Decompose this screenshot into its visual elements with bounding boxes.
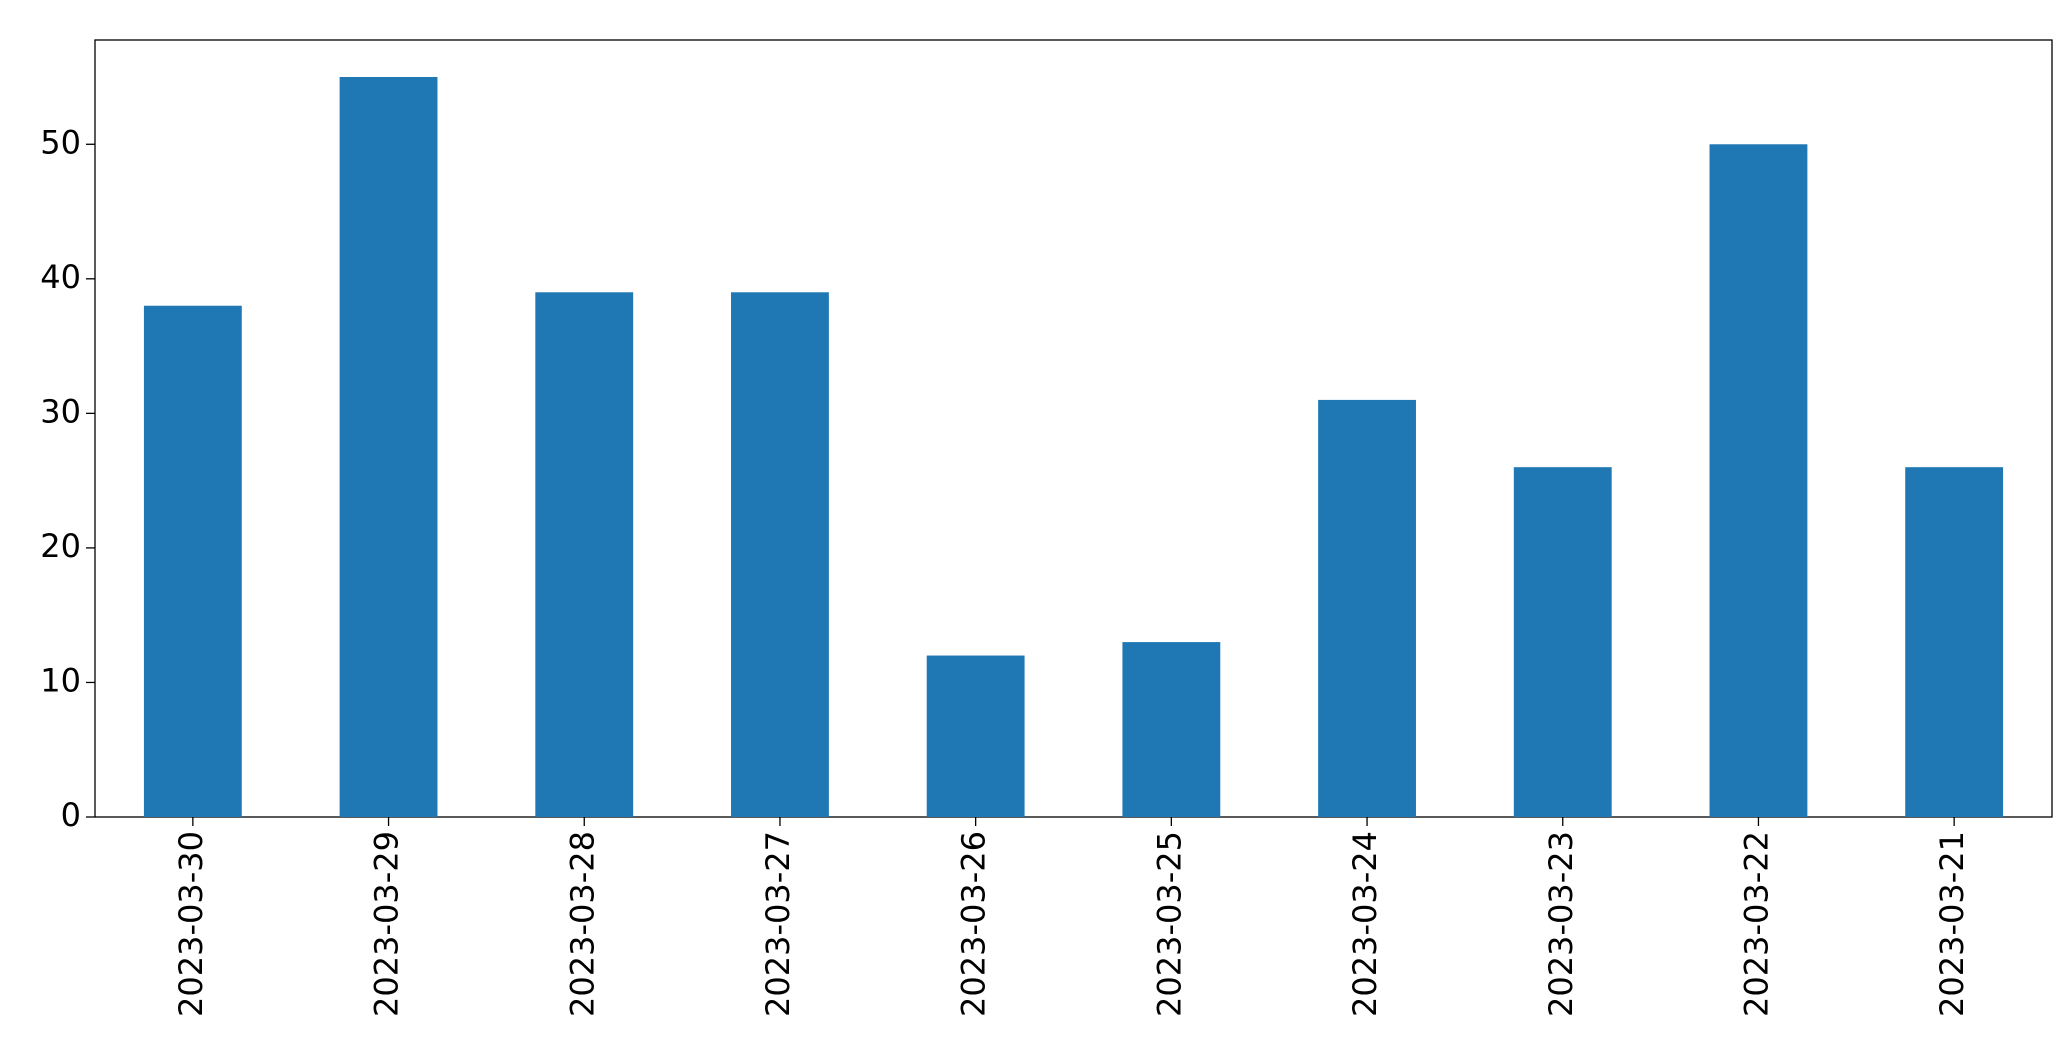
x-tick-label: 2023-03-25: [1150, 831, 1188, 1017]
bar: [1905, 467, 2004, 817]
bar: [1513, 467, 1612, 817]
x-tick-label: 2023-03-21: [1933, 831, 1971, 1017]
bar: [535, 292, 634, 818]
bar: [926, 655, 1025, 817]
x-tick-label: 2023-03-23: [1542, 831, 1580, 1017]
y-tick-label: 10: [40, 661, 81, 699]
x-tick-label: 2023-03-24: [1346, 831, 1384, 1017]
bar: [339, 77, 438, 817]
x-tick-label: 2023-03-27: [759, 831, 797, 1017]
x-tick-label: 2023-03-30: [172, 831, 210, 1017]
y-tick-label: 0: [61, 796, 81, 834]
bar: [143, 305, 242, 817]
bar: [1709, 144, 1808, 818]
x-tick-label: 2023-03-29: [368, 831, 406, 1017]
y-tick-label: 30: [40, 392, 81, 430]
plot-frame: [94, 39, 2053, 818]
bar: [731, 292, 829, 818]
y-tick-label: 40: [40, 258, 81, 296]
x-tick-label: 2023-03-26: [955, 831, 993, 1017]
bar: [1318, 399, 1416, 817]
x-tick-label: 2023-03-22: [1737, 831, 1775, 1017]
bar: [1122, 642, 1221, 817]
y-tick-label: 20: [40, 527, 81, 565]
y-tick-label: 50: [40, 123, 81, 161]
x-tick-label: 2023-03-28: [563, 831, 601, 1017]
